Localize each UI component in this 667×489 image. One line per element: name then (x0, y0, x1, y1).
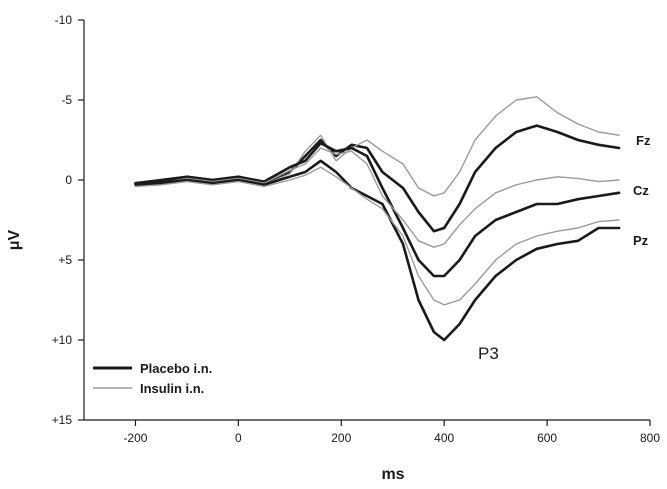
x-axis-label: ms (381, 466, 404, 483)
p3-label: P3 (478, 344, 499, 363)
axes: -10 -5 0 +5 +10 +15 -200 0 200 400 600 800 (52, 13, 661, 445)
x-tick-label: 200 (331, 431, 351, 445)
y-tick-label: +5 (58, 253, 72, 267)
series-line-cz-insulin (134, 147, 620, 248)
y-tick-label: -10 (55, 13, 73, 27)
label-pz: Pz (633, 233, 649, 248)
x-tick-label: 0 (235, 431, 242, 445)
y-tick-label: +10 (52, 333, 73, 347)
x-tick-label: 800 (640, 431, 660, 445)
series-line-pz-insulin (134, 166, 620, 306)
y-tick-label: -5 (61, 93, 72, 107)
series-layer (134, 96, 621, 342)
label-cz: Cz (633, 183, 649, 198)
series-line-pz-placebo (134, 159, 621, 342)
legend-label-placebo: Placebo i.n. (140, 361, 212, 376)
x-tick-label: 400 (434, 431, 454, 445)
y-tick-label: +15 (52, 413, 73, 427)
x-tick-label: -200 (123, 431, 147, 445)
y-axis-label: μV (6, 229, 23, 250)
legend: Placebo i.n. Insulin i.n. (93, 361, 212, 396)
x-tick-label: 600 (537, 431, 557, 445)
legend-label-insulin: Insulin i.n. (140, 381, 204, 396)
y-tick-label: 0 (65, 173, 72, 187)
label-fz: Fz (636, 133, 651, 148)
